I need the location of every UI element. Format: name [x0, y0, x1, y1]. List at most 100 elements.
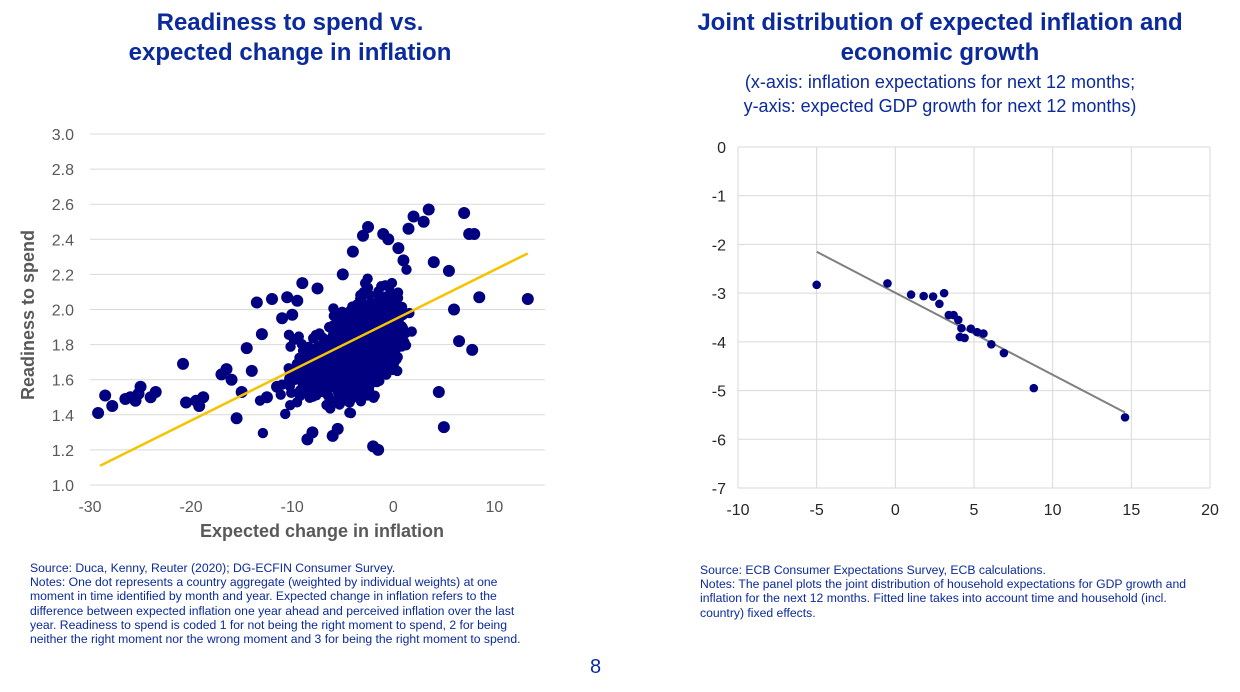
left-data-point — [397, 254, 410, 267]
left-data-point — [99, 389, 112, 402]
left-data-point — [311, 282, 324, 295]
right-x-tick-label: 15 — [1122, 502, 1140, 519]
left-data-point — [458, 206, 471, 219]
left-data-point — [448, 303, 460, 316]
left-data-point — [468, 228, 481, 241]
right-y-tick-label: -5 — [712, 384, 726, 401]
right-data-point — [935, 299, 944, 309]
right-x-tick-label: 20 — [1201, 502, 1219, 519]
right-x-tick-label: -10 — [726, 502, 749, 519]
left-y-tick-label: 2.2 — [52, 267, 74, 284]
left-data-point — [149, 385, 162, 398]
right-chart-title: Joint distribution of expected inflation… — [640, 8, 1240, 68]
left-y-tick-label: 3.0 — [52, 127, 74, 144]
right-data-point — [906, 290, 916, 299]
left-data-point — [240, 342, 253, 355]
right-data-point — [1029, 383, 1039, 393]
left-data-point — [382, 233, 395, 246]
right-data-point — [987, 339, 996, 349]
left-x-tick-label: -20 — [180, 499, 203, 516]
right-data-point — [919, 291, 928, 301]
right-scatter-chart: 0 -1 -2 -3 -4 -5 -6 -7-10 -5 0 5 10 15 20 — [712, 140, 1219, 519]
left-data-point — [417, 215, 430, 228]
left-data-point — [427, 256, 440, 269]
left-data-point — [281, 291, 294, 304]
left-chart-title: Readiness to spend vs. expected change i… — [40, 8, 540, 68]
left-fit-line — [99, 252, 529, 467]
left-dense-point-cloud — [254, 264, 417, 439]
left-x-tick-label: -10 — [281, 499, 304, 516]
left-data-point — [260, 391, 273, 404]
left-data-point — [177, 357, 190, 370]
right-subtitle-line-2: y-axis: expected GDP growth for next 12 … — [743, 96, 1137, 116]
right-note-line-3: country) fixed effects. — [700, 605, 816, 620]
right-data-point — [939, 288, 949, 298]
right-note-line-2: inflation for the next 12 months. Fitted… — [700, 591, 1167, 606]
right-data-point — [966, 324, 976, 334]
right-data-point — [999, 348, 1009, 358]
left-data-point — [296, 277, 309, 290]
left-data-point — [422, 203, 435, 216]
left-data-point — [92, 407, 105, 420]
right-title-line-1: Joint distribution of expected inflation… — [697, 9, 1183, 36]
right-y-tick-label: -7 — [712, 481, 726, 498]
left-data-point — [331, 422, 344, 435]
right-y-tick-label: -3 — [712, 286, 726, 303]
left-note-line-4: year. Readiness to spend is coded 1 for … — [30, 617, 507, 632]
right-chart-subtitle: (x-axis: inflation expectations for next… — [640, 70, 1240, 118]
right-data-point — [1120, 413, 1130, 422]
left-data-point — [473, 291, 486, 304]
left-data-point — [225, 373, 238, 386]
right-y-tick-label: -1 — [712, 189, 726, 206]
left-y-tick-label: 2.6 — [52, 197, 74, 214]
right-data-point — [883, 279, 892, 288]
left-data-point — [276, 312, 289, 325]
left-data-point — [372, 443, 385, 456]
right-x-tick-label: -5 — [810, 502, 824, 519]
left-x-axis-label: Expected change in inflation — [200, 521, 444, 541]
right-y-tick-label: -6 — [712, 432, 726, 449]
left-data-point — [245, 364, 258, 377]
left-y-tick-label: 2.8 — [52, 162, 74, 179]
left-x-tick-label: -30 — [78, 499, 101, 516]
left-x-tick-label: 0 — [389, 499, 398, 516]
left-data-point — [230, 412, 243, 425]
right-data-point — [979, 329, 988, 338]
left-y-tick-label: 1.6 — [52, 373, 74, 390]
left-source-notes: Source: Duca, Kenny, Reuter (2020); DG-E… — [30, 561, 570, 646]
right-y-tick-label: -4 — [712, 335, 726, 352]
right-data-point — [957, 323, 966, 333]
right-x-tick-label: 10 — [1044, 502, 1062, 519]
left-note-line-2: moment in time identified by month and y… — [30, 589, 497, 604]
left-data-point — [521, 292, 534, 305]
left-y-axis-label: Readiness to spend — [18, 230, 38, 400]
left-data-point — [432, 385, 445, 398]
left-data-point — [392, 242, 405, 255]
left-data-point — [407, 210, 420, 223]
right-data-point — [960, 333, 969, 343]
left-data-point — [197, 391, 210, 404]
left-y-tick-label: 1.2 — [52, 443, 74, 460]
left-y-tick-label: 2.0 — [52, 303, 74, 320]
left-data-point — [306, 426, 319, 439]
left-data-point — [336, 268, 349, 281]
left-data-point — [286, 308, 299, 321]
left-title-line-1: Readiness to spend vs. — [156, 9, 424, 36]
left-note-line-1: Notes: One dot represents a country aggr… — [30, 575, 498, 590]
left-y-tick-label: 1.8 — [52, 338, 74, 355]
left-data-point — [250, 296, 263, 309]
left-data-point — [453, 335, 466, 348]
right-x-tick-label: 5 — [970, 502, 979, 519]
right-y-tick-label: 0 — [717, 140, 726, 157]
left-data-point — [271, 380, 284, 393]
right-x-tick-label: 0 — [891, 502, 900, 519]
page-number: 8 — [590, 656, 602, 678]
right-subtitle-line-1: (x-axis: inflation expectations for next… — [744, 72, 1136, 92]
left-data-point — [402, 222, 415, 235]
left-data-point — [134, 380, 147, 393]
left-y-tick-label: 1.0 — [52, 478, 74, 495]
left-data-point — [346, 245, 359, 258]
left-data-point — [106, 400, 119, 413]
left-note-line-5: neither the right moment nor the wrong m… — [30, 632, 521, 647]
left-y-tick-label: 1.4 — [52, 408, 74, 425]
